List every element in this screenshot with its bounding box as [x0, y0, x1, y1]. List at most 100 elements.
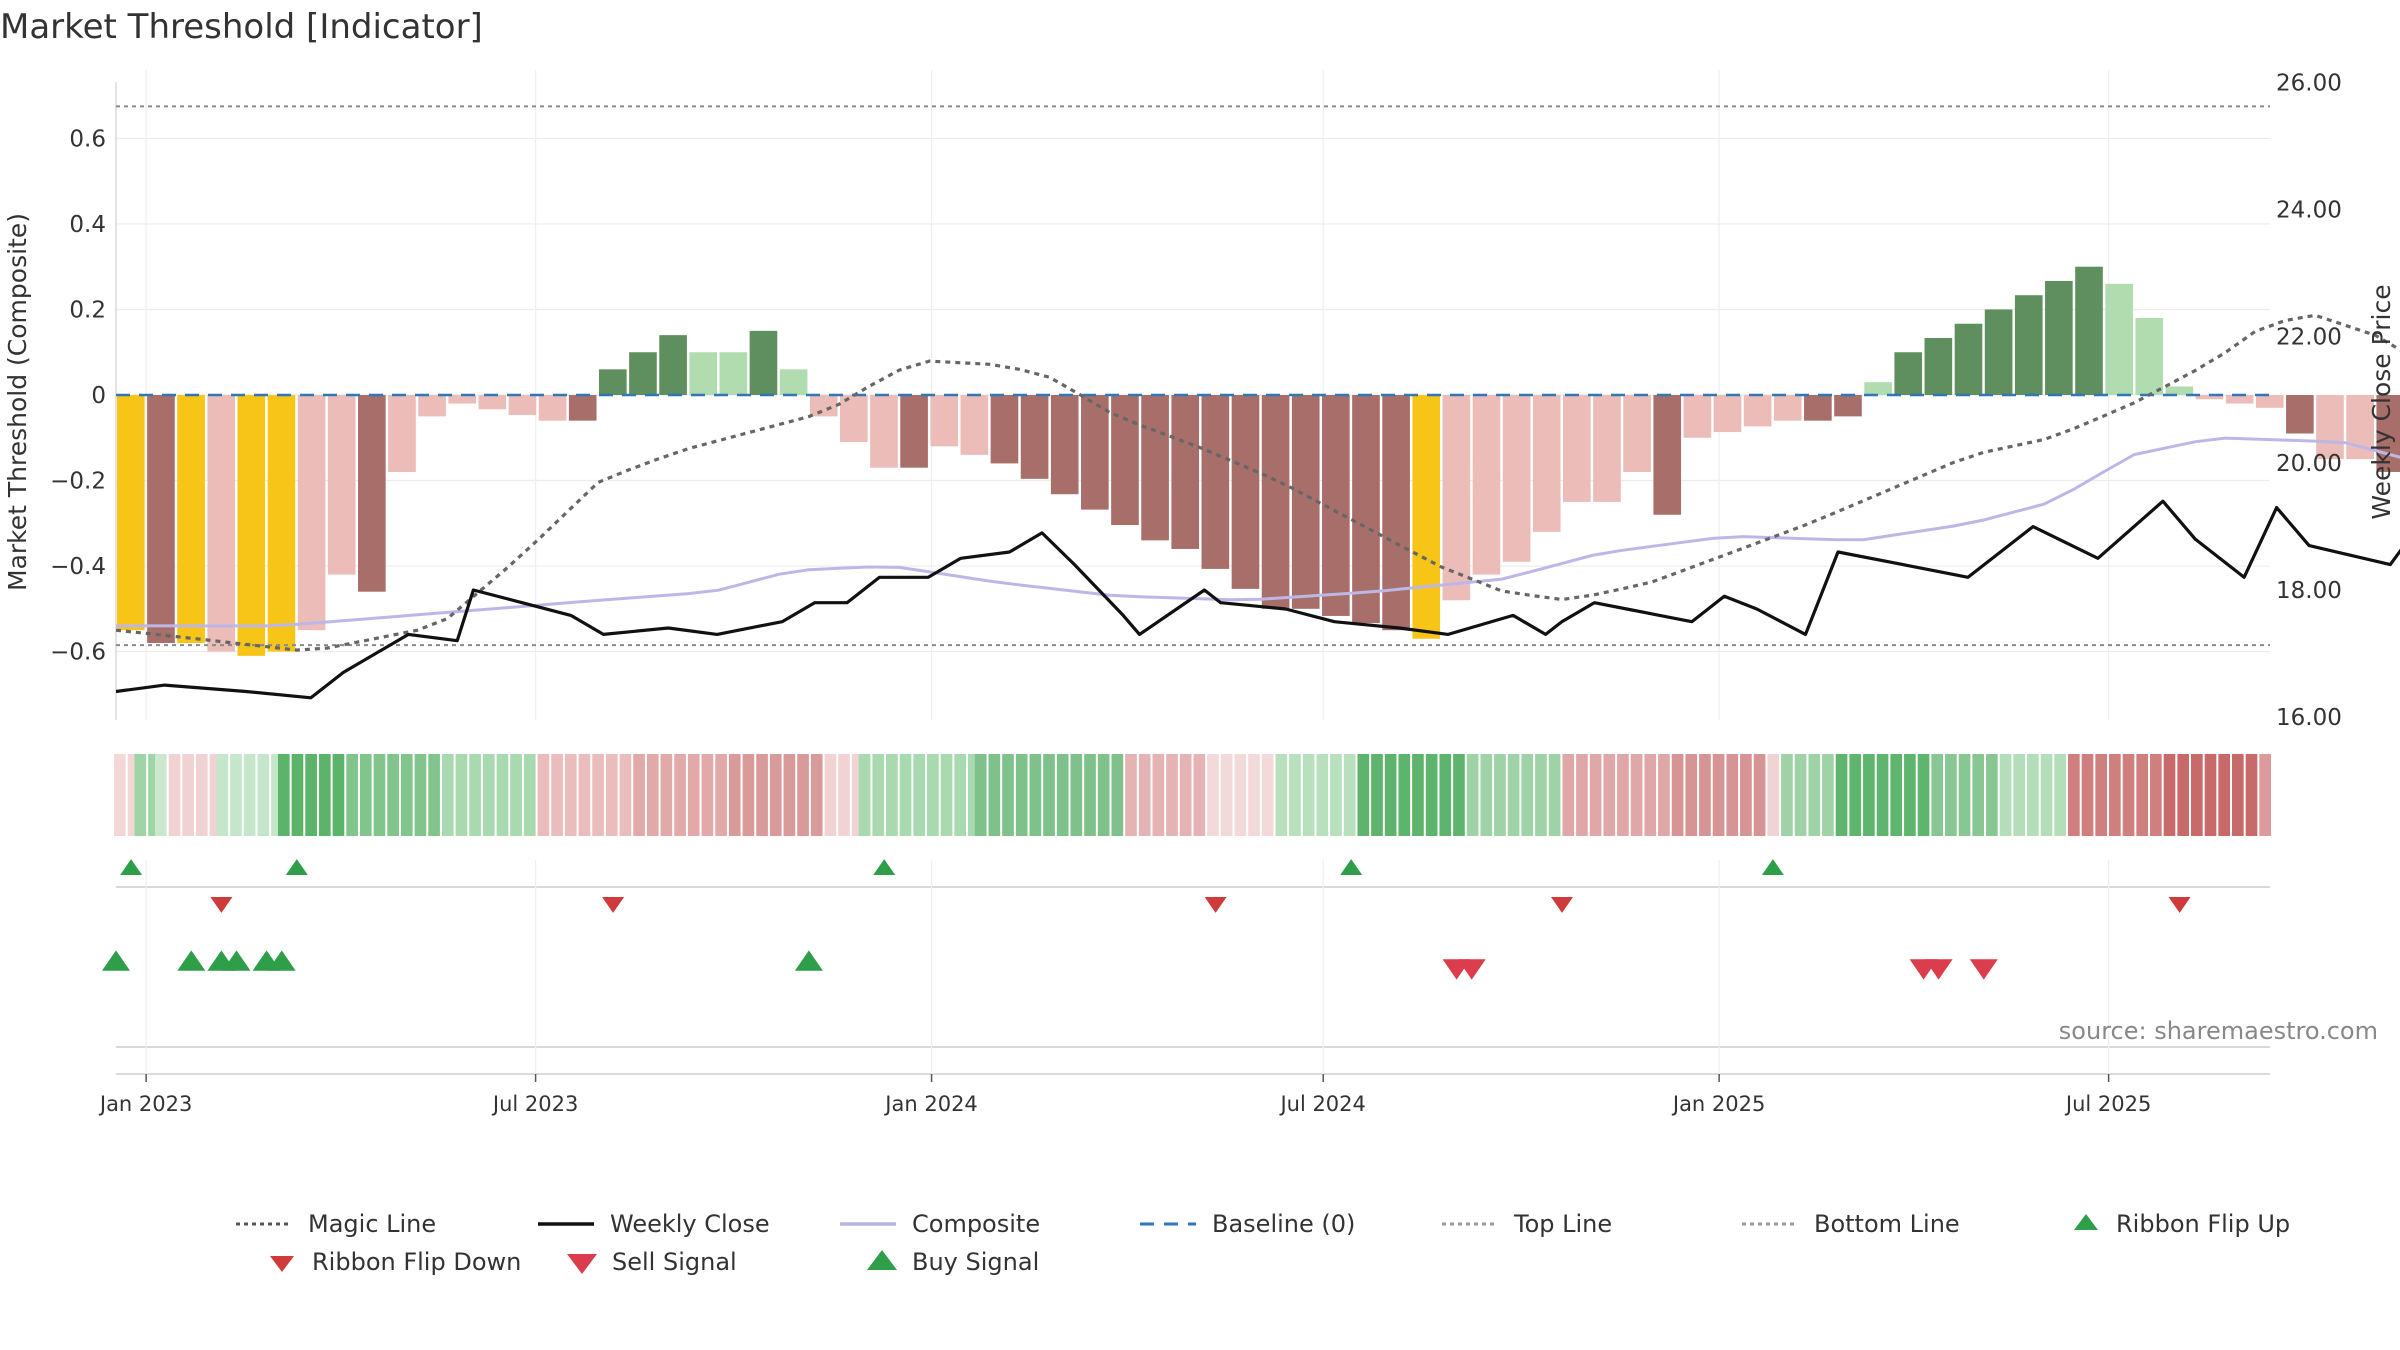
ribbon-cell [1740, 754, 1752, 836]
legend-swatch [2074, 1214, 2098, 1230]
ribbon-cell [1125, 754, 1137, 836]
ribbon-cell [1412, 754, 1424, 836]
composite-bar [1864, 382, 1892, 395]
composite-bar [1020, 395, 1049, 479]
series-lines [115, 313, 2400, 700]
composite-bar [900, 395, 928, 468]
ribbon-cell [1261, 754, 1274, 836]
ribbon-cell [1330, 754, 1342, 836]
composite-bar [2135, 318, 2164, 395]
ribbon-cell [2204, 754, 2217, 836]
ribbon-cell [482, 754, 495, 836]
buy-signal-marker [222, 950, 251, 971]
ribbon-cell [605, 754, 618, 836]
ribbon-cell [2218, 754, 2230, 836]
composite-bar [2075, 266, 2103, 395]
composite-bar [1442, 395, 1471, 601]
ribbon-cell [1562, 754, 1575, 836]
legend-item: Ribbon Flip Down [270, 1248, 521, 1276]
composite-bar [1804, 395, 1832, 421]
composite-bar [1352, 395, 1380, 624]
x-tick-label: Jan 2024 [883, 1092, 978, 1116]
legend-swatch [567, 1254, 597, 1274]
ribbon-cell [1890, 754, 1903, 836]
ribbon-cell [1548, 754, 1561, 836]
legend-swatch [270, 1256, 294, 1272]
ribbon-cell [1084, 754, 1096, 836]
ribbon-cell [886, 754, 898, 836]
left-tick-label: −0.6 [50, 640, 106, 666]
right-tick-label: 24.00 [2276, 198, 2342, 224]
x-tick-label: Jul 2023 [491, 1092, 578, 1116]
composite-bar [1291, 395, 1320, 609]
composite-bar [1412, 395, 1441, 639]
ribbon-strip [114, 754, 2271, 836]
ribbon-cell [257, 754, 270, 836]
left-tick-label: −0.2 [50, 469, 106, 495]
ribbon-cell [1248, 754, 1260, 836]
ribbon-cell [441, 754, 454, 836]
ribbon-cell [1070, 754, 1083, 836]
composite-bar [538, 395, 567, 421]
chart-title: Market Threshold [Indicator] [0, 7, 483, 47]
right-axis-ticks: 26.00 24.00 22.00 20.00 18.00 16.00 [2276, 71, 2342, 731]
ribbon-cell [1863, 754, 1875, 836]
legend-label: Bottom Line [1814, 1210, 1960, 1238]
right-tick-label: 18.00 [2276, 578, 2342, 604]
ribbon-cell [195, 754, 208, 836]
ribbon-cell [728, 754, 741, 836]
ribbon-cell [1316, 754, 1329, 836]
ribbon-cell [1630, 754, 1643, 836]
ribbon-cell [230, 754, 242, 836]
composite-bar [1532, 395, 1561, 532]
ribbon-cell [1494, 754, 1506, 836]
ribbon-cell [428, 754, 440, 836]
sell-signal-marker [1969, 959, 1998, 980]
ribbon-cell [1179, 754, 1192, 836]
ribbon-cell [1166, 754, 1178, 836]
legend-label: Magic Line [308, 1210, 436, 1238]
composite-bar [689, 352, 718, 395]
right-tick-label: 26.00 [2276, 71, 2342, 97]
right-tick-label: 20.00 [2276, 451, 2342, 477]
legend-item: Bottom Line [1742, 1210, 1960, 1238]
composite-bar [1081, 395, 1109, 510]
ribbon-flip-up-marker [1761, 859, 1784, 875]
composite-bar [177, 395, 205, 644]
left-tick-label: 0 [91, 383, 106, 409]
ribbon-cell [1794, 754, 1807, 836]
composite-bar [327, 395, 356, 575]
ribbon-cell [1289, 754, 1301, 836]
ribbon-cell [318, 754, 331, 836]
ribbon-cell [756, 754, 768, 836]
ribbon-cell [1002, 754, 1014, 836]
ribbon-cell [332, 754, 345, 836]
ribbon-cell [1439, 754, 1452, 836]
ribbon-cell [742, 754, 755, 836]
composite-bar [568, 395, 597, 421]
ribbon-cell [988, 754, 1001, 836]
composite-bar [2195, 395, 2224, 400]
composite-line [116, 436, 2400, 628]
composite-bar [1653, 395, 1682, 515]
magic-line [115, 313, 2400, 652]
ribbon-cell [1029, 754, 1042, 836]
reference-lines [116, 105, 2270, 647]
legend-label: Ribbon Flip Down [312, 1248, 521, 1276]
ribbon-cell [182, 754, 194, 836]
ribbon-cell [1111, 754, 1124, 836]
composite-bar [388, 395, 416, 472]
sell-signal-marker [1924, 959, 1953, 980]
composite-bar [1231, 395, 1260, 589]
ribbon-cell [2232, 754, 2244, 836]
ribbon-cell [1904, 754, 1916, 836]
ribbon-cell [1753, 754, 1766, 836]
ribbon-cell [797, 754, 809, 836]
composite-bar [1954, 323, 1983, 395]
ribbon-cell [1357, 754, 1370, 836]
ribbon-cell [1849, 754, 1862, 836]
composite-bar [1141, 395, 1169, 541]
ribbon-cell [1644, 754, 1657, 836]
ribbon-cell [523, 754, 536, 836]
composite-bar [1563, 395, 1591, 502]
